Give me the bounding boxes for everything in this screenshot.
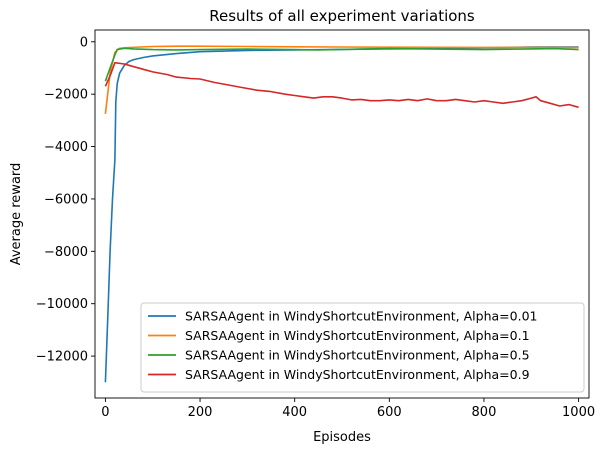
series-line-4 bbox=[104, 61, 579, 109]
x-tick-label: 200 bbox=[188, 405, 213, 420]
legend-entry-2: SARSAAgent in WindyShortcutEnvironment, … bbox=[185, 328, 530, 343]
legend-box bbox=[140, 302, 585, 393]
y-tick-label: −2000 bbox=[44, 88, 88, 103]
x-tick-label: 600 bbox=[377, 405, 402, 420]
y-tick-label: −8000 bbox=[44, 245, 88, 260]
plot-lines bbox=[104, 45, 579, 383]
legend-entry-3: SARSAAgent in WindyShortcutEnvironment, … bbox=[185, 348, 530, 363]
x-axis-label: Episodes bbox=[313, 430, 371, 445]
chart-title: Results of all experiment variations bbox=[209, 7, 475, 25]
y-tick-label: −4000 bbox=[44, 140, 88, 155]
y-tick-label: −12000 bbox=[36, 350, 88, 365]
x-tick-label: 400 bbox=[282, 405, 307, 420]
x-tick-label: 800 bbox=[472, 405, 497, 420]
x-axis-ticks: 0 200 400 600 800 1000 bbox=[101, 398, 595, 420]
x-tick-label: 1000 bbox=[562, 405, 595, 420]
y-tick-label: −10000 bbox=[36, 297, 88, 312]
y-tick-label: −6000 bbox=[44, 192, 88, 207]
legend-entry-4: SARSAAgent in WindyShortcutEnvironment, … bbox=[185, 367, 530, 382]
y-axis-ticks: 0 −2000 −4000 −6000 −8000 −10000 −12000 bbox=[36, 35, 95, 365]
series-line-3 bbox=[104, 47, 579, 82]
legend: SARSAAgent in WindyShortcutEnvironment, … bbox=[140, 302, 585, 393]
plot-area-frame bbox=[94, 29, 590, 399]
y-tick-label: 0 bbox=[80, 35, 88, 50]
x-tick-label: 0 bbox=[101, 405, 109, 420]
y-axis-label: Average reward bbox=[9, 163, 24, 266]
legend-entry-1: SARSAAgent in WindyShortcutEnvironment, … bbox=[185, 309, 537, 324]
